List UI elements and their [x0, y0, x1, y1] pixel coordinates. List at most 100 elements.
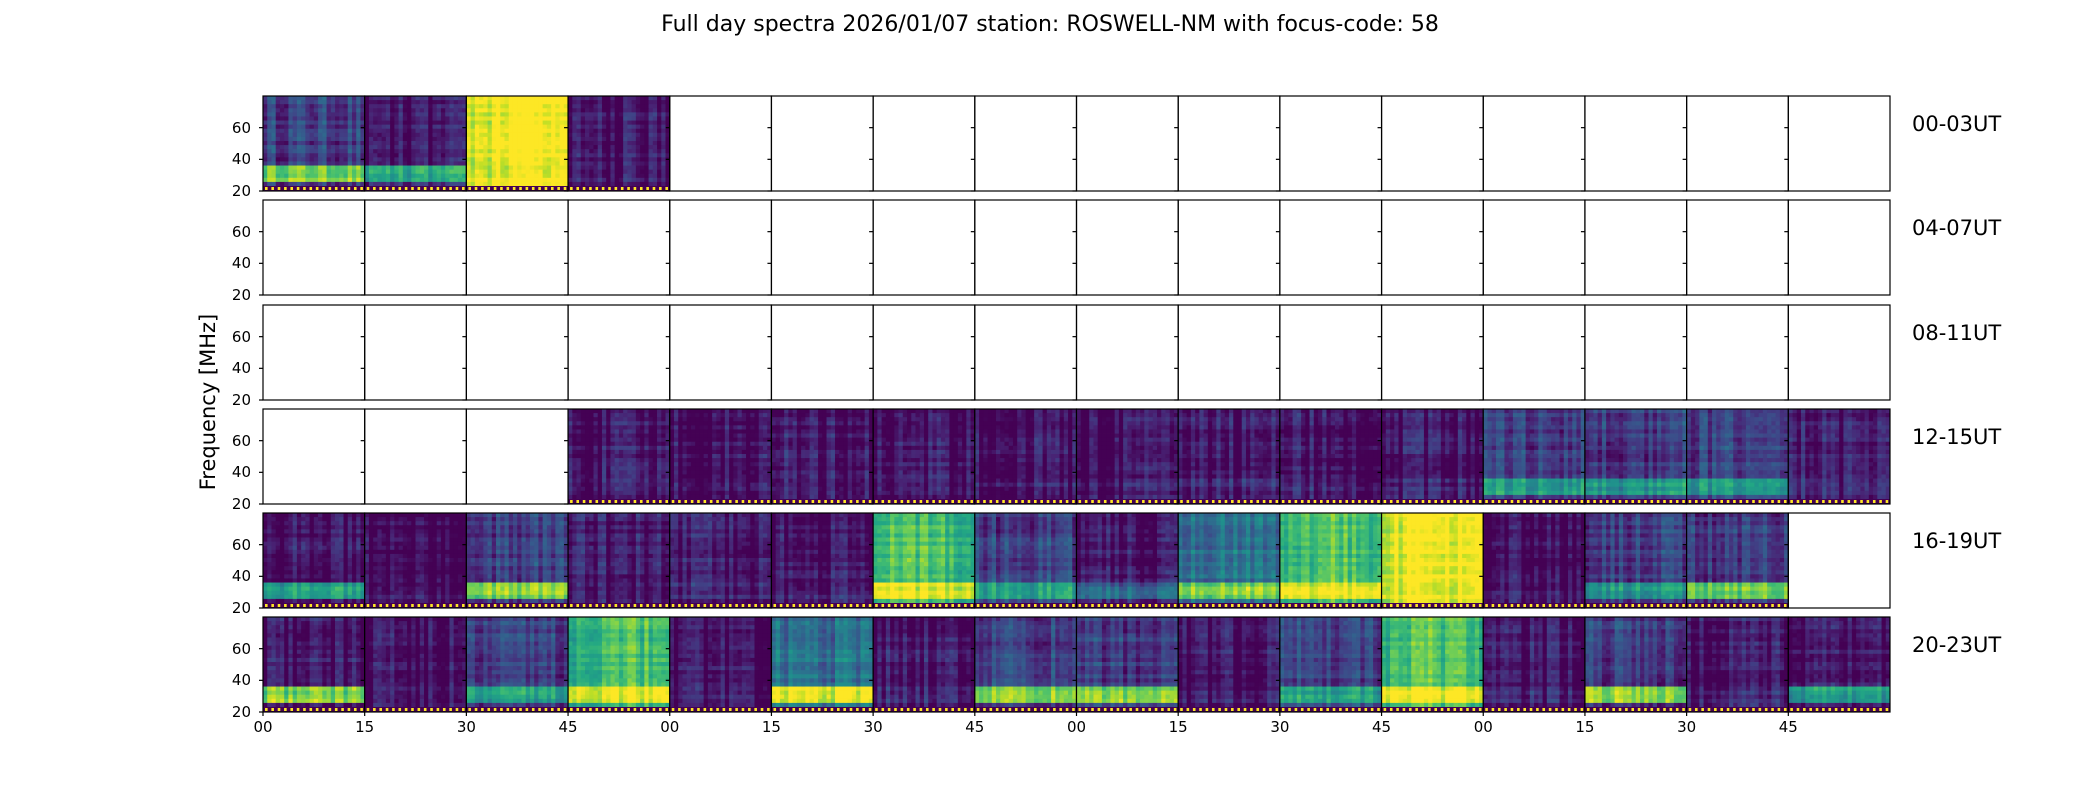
spectrum-cell	[687, 479, 692, 483]
spectrum-cell	[810, 470, 815, 474]
spectrum-cell	[759, 438, 764, 442]
spectrum-cell	[780, 458, 785, 462]
spectrum-cell	[318, 174, 323, 178]
spectrum-cell	[428, 161, 433, 165]
spectrum-cell	[517, 121, 522, 125]
panel-frame	[1687, 200, 1789, 295]
spectrum-cell	[420, 145, 425, 149]
spectrum-cell	[293, 170, 298, 174]
spectrum-cell	[356, 174, 361, 178]
spectrum-cell	[610, 137, 615, 141]
spectrum-cell	[454, 170, 459, 174]
spectrum-cell	[682, 462, 687, 466]
spectrum-cell	[1004, 421, 1009, 425]
panel-frame	[1077, 305, 1179, 400]
spectrum-cell	[428, 108, 433, 112]
spectrum-cell	[386, 121, 391, 125]
spectrum-cell	[610, 413, 615, 417]
spectrum-cell	[602, 450, 607, 454]
spectrum-cell	[297, 137, 302, 141]
spectrum-cell	[924, 458, 929, 462]
spectrum-cell	[1060, 438, 1065, 442]
spectrum-cell	[399, 182, 404, 186]
spectrum-cell	[399, 137, 404, 141]
spectrum-cell	[521, 166, 526, 170]
spectrum-cell	[475, 182, 480, 186]
spectrum-cell	[763, 446, 768, 450]
spectrum-cell	[373, 157, 378, 161]
spectrum-panel	[1378, 96, 1484, 191]
spectrum-cell	[1047, 421, 1052, 425]
spectrum-cell	[928, 446, 933, 450]
spectrum-cell	[865, 458, 870, 462]
spectrum-cell	[911, 409, 916, 413]
spectrum-cell	[352, 125, 357, 129]
spectrum-cell	[399, 153, 404, 157]
spectrum-cell	[615, 438, 620, 442]
spectrum-cell	[610, 446, 615, 450]
spectrum-cell	[865, 425, 870, 429]
spectrum-cell	[610, 442, 615, 446]
spectrum-cell	[903, 458, 908, 462]
spectrum-cell	[644, 487, 649, 491]
spectrum-cell	[975, 425, 980, 429]
spectrum-cell	[632, 137, 637, 141]
spectrum-cell	[610, 479, 615, 483]
row-04-07UT	[259, 200, 1890, 295]
spectrum-cell	[577, 121, 582, 125]
spectrum-cell	[691, 413, 696, 417]
spectrum-cell	[699, 450, 704, 454]
spectrum-cell	[814, 417, 819, 421]
spectrum-cell	[945, 438, 950, 442]
spectrum-cell	[996, 438, 1001, 442]
spectrum-cell	[966, 442, 971, 446]
spectrum-cell	[958, 442, 963, 446]
spectrum-cell	[784, 470, 789, 474]
spectrum-cell	[581, 474, 586, 478]
spectrum-cell	[623, 157, 628, 161]
spectrum-cell	[297, 166, 302, 170]
spectrum-cell	[729, 495, 734, 499]
spectrum-cell	[712, 421, 717, 425]
spectrum-cell	[1068, 409, 1073, 413]
spectrum-cell	[339, 161, 344, 165]
spectrum-cell	[348, 121, 353, 125]
spectrum-cell	[526, 174, 531, 178]
spectrum-cell	[771, 425, 776, 429]
spectrum-cell	[716, 438, 721, 442]
spectrum-cell	[348, 170, 353, 174]
spectrum-cell	[627, 108, 632, 112]
spectrum-cell	[1068, 438, 1073, 442]
calibration-dot	[843, 500, 846, 503]
spectrum-cell	[915, 413, 920, 417]
spectrum-cell	[771, 470, 776, 474]
spectrum-cell	[526, 161, 531, 165]
spectrum-cell	[843, 438, 848, 442]
spectrum-cell	[301, 157, 306, 161]
calibration-dot	[862, 500, 865, 503]
spectrum-cell	[560, 104, 565, 108]
spectrum-cell	[915, 434, 920, 438]
spectrum-cell	[725, 474, 730, 478]
spectrum-cell	[636, 161, 641, 165]
spectrum-cell	[593, 487, 598, 491]
spectrum-cell	[449, 116, 454, 120]
spectrum-cell	[695, 495, 700, 499]
spectrum-cell	[640, 121, 645, 125]
spectrum-cell	[606, 133, 611, 137]
spectrum-cell	[827, 462, 832, 466]
spectrum-cell	[416, 125, 421, 129]
spectrum-cell	[293, 100, 298, 104]
spectrum-cell	[394, 133, 399, 137]
spectrum-cell	[572, 174, 577, 178]
spectrum-cell	[466, 116, 471, 120]
spectrum-cell	[670, 474, 675, 478]
spectrum-cell	[776, 487, 781, 491]
spectrum-cell	[581, 170, 586, 174]
spectrum-cell	[335, 174, 340, 178]
spectrum-cell	[517, 149, 522, 153]
spectrum-cell	[894, 421, 899, 425]
spectrum-cell	[581, 121, 586, 125]
spectrum-cell	[962, 462, 967, 466]
spectrum-cell	[339, 125, 344, 129]
